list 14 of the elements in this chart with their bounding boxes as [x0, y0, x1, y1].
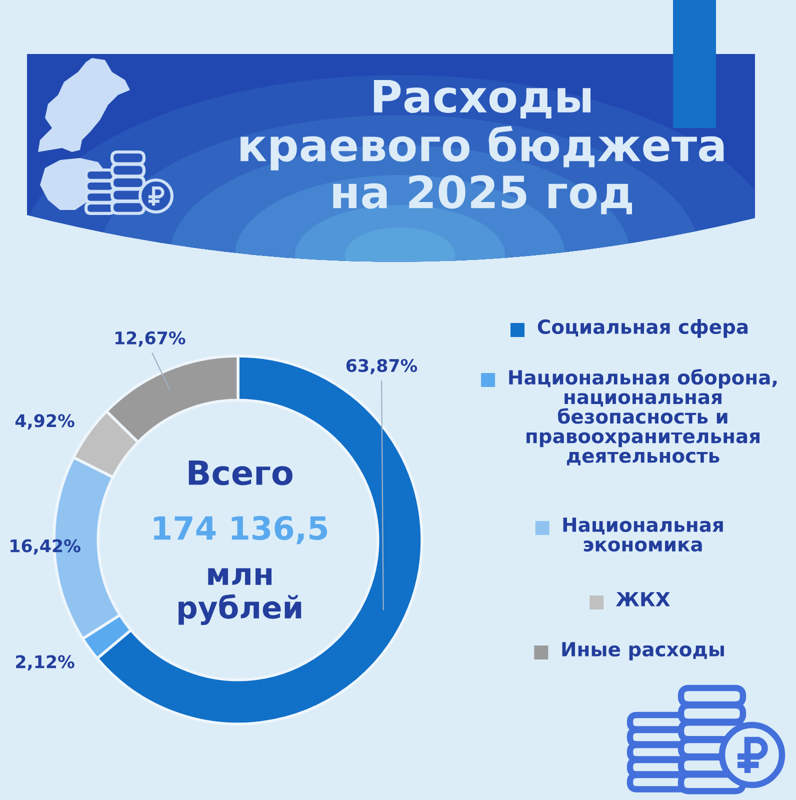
data-label: 12,67% — [115, 331, 186, 347]
chart-title: Расходы краевого бюджета на 2025 год — [240, 80, 724, 214]
legend-label: Иные расходы — [562, 642, 724, 660]
text: Всего — [188, 460, 292, 486]
text: 174 136,5 — [154, 516, 328, 544]
legend-label: Национальная оборона, национальная безопасность и правоохранительная деятельность — [509, 369, 777, 466]
data-label: 63,87% — [346, 358, 418, 374]
legend-label: ЖКХ — [616, 592, 670, 606]
data-label: 16,42% — [10, 539, 80, 555]
legend-label: Национальная экономика — [563, 518, 723, 552]
data-label: 2,12% — [16, 655, 74, 671]
data-label: 4,92% — [15, 414, 74, 430]
text: млн рублей — [178, 568, 302, 626]
legend-label: Социальная сфера — [538, 319, 748, 338]
